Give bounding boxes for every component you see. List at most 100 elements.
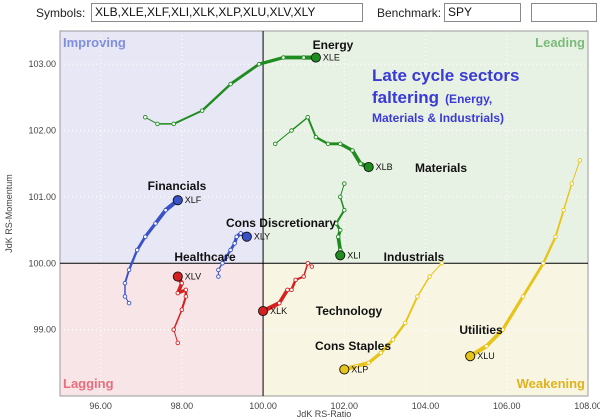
- ticker-label-xlp: XLP: [351, 364, 368, 374]
- quadrant-label-improving: Improving: [63, 35, 126, 50]
- tail-point-xlu: [577, 158, 583, 163]
- x-tick-label: 100.00: [249, 401, 277, 411]
- tail-segment-xle: [229, 62, 261, 86]
- head-xli: [335, 250, 346, 261]
- tail-point-xly: [224, 254, 229, 259]
- tail-xly: XLY: [216, 231, 270, 279]
- annotation-line-2-detail: (Energy,: [445, 92, 492, 106]
- tail-point-xli: [337, 194, 343, 200]
- tail-point-xly: [228, 247, 233, 253]
- tail-point-xlk: [301, 274, 306, 279]
- tail-point-xli: [337, 227, 343, 233]
- tail-segment-xlf: [124, 268, 131, 285]
- tail-segment-xlp: [391, 321, 407, 341]
- tail-point-xlb: [305, 115, 311, 120]
- tail-point-xlf: [122, 280, 128, 286]
- plot-frame: [59, 30, 589, 397]
- tail-segment-xlp: [416, 275, 431, 298]
- tail-segment-xlu: [501, 294, 525, 332]
- tail-point-xlf: [143, 234, 148, 239]
- ticker-label-xlb: XLB: [376, 162, 393, 172]
- head-xlv: [172, 271, 183, 282]
- symbols-input[interactable]: XLB,XLE,XLF,XLI,XLK,XLP,XLU,XLV,XLY: [91, 3, 363, 22]
- tail-point-xlp: [402, 320, 408, 326]
- benchmark-input[interactable]: SPY: [444, 3, 521, 22]
- x-tick-label: 96.00: [89, 401, 112, 411]
- tail-point-xlb: [350, 148, 355, 153]
- x-tick-label: 102.00: [331, 401, 359, 411]
- tail-xli: XLI: [333, 181, 361, 261]
- tail-segment-xle: [144, 116, 158, 125]
- tail-segment-xli: [339, 196, 346, 211]
- sector-name-xlv: Healthcare: [174, 250, 236, 264]
- tail-point-xly: [216, 274, 221, 279]
- sector-name-xly: Cons Discretionary: [226, 216, 336, 230]
- tail-xlb: XLB: [273, 115, 393, 173]
- x-axis-title: JdK RS-Ratio: [297, 409, 352, 419]
- tail-point-xlp: [415, 294, 420, 299]
- y-tick-label: 101.00: [28, 192, 56, 202]
- benchmark-label: Benchmark:: [377, 6, 442, 20]
- tail-segment-xlf: [143, 221, 158, 239]
- tail-point-xli: [333, 221, 339, 226]
- quadrant-improving: [60, 31, 264, 264]
- annotation-line-1: Late cycle sectors: [372, 66, 519, 85]
- tail-xlk: XLK: [258, 261, 315, 317]
- tail-segment-xlb: [306, 116, 317, 139]
- annotation-line-2: faltering (Energy,: [372, 88, 492, 107]
- head-xlu: [465, 351, 476, 362]
- tail-point-xlv: [179, 280, 185, 286]
- tail-segment-xlp: [379, 338, 395, 355]
- tail-point-xly: [220, 261, 225, 266]
- sector-name-xlb: Materials: [415, 161, 467, 175]
- tail-point-xly: [234, 234, 239, 239]
- tail-segment-xle: [200, 82, 232, 112]
- head-xlp: [339, 364, 350, 375]
- sector-name-xlp: Cons Staples: [315, 339, 391, 353]
- tail-point-xlf: [153, 221, 158, 226]
- tail-segment-xlv: [173, 329, 179, 344]
- tail-point-xlu: [553, 234, 558, 239]
- tail-segment-xlu: [484, 327, 505, 349]
- tail-point-xlv: [171, 327, 176, 332]
- tail-point-xlk: [293, 277, 298, 283]
- tail-point-xlb: [289, 128, 294, 133]
- tail-point-xle: [256, 61, 262, 67]
- rrg-chart: Improving Leading Weakening Lagging 96.00 98…: [4, 30, 600, 419]
- ticker-label-xle: XLE: [323, 53, 340, 63]
- tail-point-xlp: [390, 337, 396, 342]
- y-tick-label: 103.00: [28, 59, 56, 69]
- tail-point-xle: [228, 81, 233, 87]
- head-xlf: [172, 195, 183, 206]
- quadrant-label-weakening: Weakening: [517, 376, 585, 391]
- tail-point-xlk: [305, 261, 311, 266]
- tail-point-xlv: [183, 294, 189, 299]
- tail-point-xlv: [183, 287, 189, 293]
- tail-point-xlf: [122, 294, 128, 299]
- tail-xlv: XLV: [171, 271, 201, 346]
- y-axis-title: JdK RS-Momentum: [4, 174, 14, 253]
- tail-point-xlf: [163, 207, 168, 213]
- tail-point-xlf: [126, 300, 132, 306]
- tail-point-xlv: [179, 307, 185, 312]
- tail-point-xlk: [277, 300, 282, 306]
- tail-segment-xli: [339, 183, 345, 198]
- tail-point-xlv: [175, 290, 181, 296]
- head-xlk: [258, 306, 269, 317]
- extra-input[interactable]: [531, 3, 597, 22]
- tail-segment-xlp: [367, 351, 383, 365]
- tail-point-xlp: [366, 360, 371, 366]
- tail-segment-xlb: [274, 130, 293, 145]
- tail-point-xlp: [427, 274, 432, 279]
- tail-segment-xlk: [277, 287, 290, 305]
- tail-point-xlk: [289, 287, 294, 293]
- tail-segment-xle: [257, 55, 286, 66]
- tail-point-xlk: [285, 287, 290, 293]
- tail-segment-xlv: [180, 295, 187, 311]
- tail-xlu: XLU: [465, 158, 583, 362]
- tail-point-xli: [342, 207, 347, 213]
- symbols-label: Symbols:: [36, 6, 86, 20]
- tail-point-xlk: [309, 264, 315, 269]
- toolbar: Symbols: XLB,XLE,XLF,XLI,XLK,XLP,XLU,XLV…: [0, 0, 600, 26]
- tail-segment-xlb: [338, 142, 355, 153]
